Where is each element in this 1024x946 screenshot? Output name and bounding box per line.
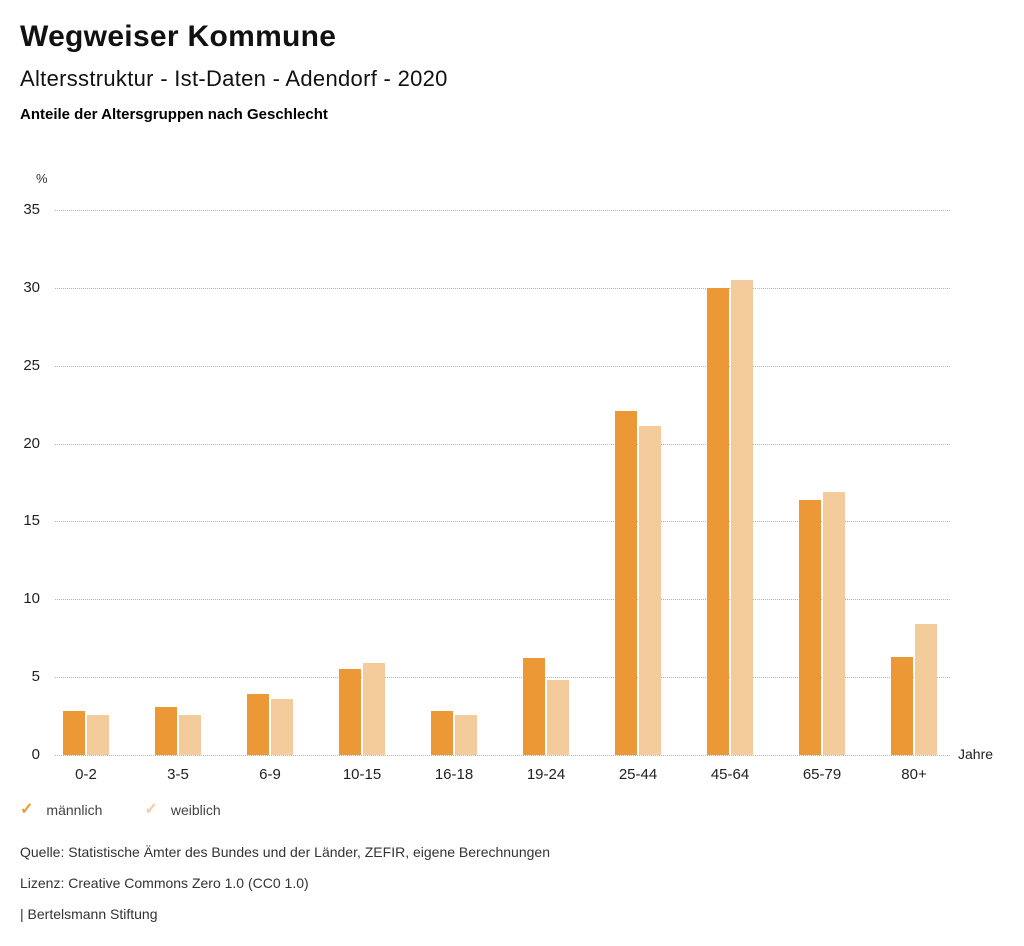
- y-tick-label: 0: [31, 746, 40, 763]
- bar-weiblich-3-5[interactable]: [179, 714, 201, 755]
- y-tick-label: 20: [23, 434, 40, 452]
- y-tick-label: 5: [31, 668, 40, 686]
- y-tick-label: 35: [23, 201, 40, 218]
- x-axis-label-80+: 80+: [901, 766, 927, 783]
- legend-item-weiblich[interactable]: ✓ weiblich: [144, 801, 221, 819]
- y-axis-unit-label: %: [36, 171, 48, 186]
- bar-weiblich-16-18[interactable]: [455, 714, 477, 755]
- bar-männlich-6-9[interactable]: [247, 694, 269, 755]
- gridline: [55, 599, 950, 601]
- chart-subtitle: Altersstruktur - Ist-Daten - Adendorf - …: [20, 66, 448, 91]
- bar-männlich-19-24[interactable]: [523, 658, 545, 755]
- bar-männlich-80+[interactable]: [891, 656, 913, 755]
- gridline: [55, 365, 950, 367]
- bar-weiblich-65-79[interactable]: [823, 491, 845, 755]
- gridline: [55, 677, 950, 679]
- attribution-text: | Bertelsmann Stiftung: [20, 906, 158, 922]
- bar-männlich-65-79[interactable]: [799, 499, 821, 755]
- license-text: Lizenz: Creative Commons Zero 1.0 (CC0 1…: [20, 875, 309, 891]
- bar-weiblich-80+[interactable]: [915, 624, 937, 755]
- legend: ✓ männlich ✓ weiblich: [20, 801, 263, 819]
- gridline: [55, 443, 950, 445]
- x-axis-label-65-79: 65-79: [802, 766, 842, 783]
- bar-weiblich-19-24[interactable]: [547, 680, 569, 755]
- gridline: [55, 210, 950, 211]
- x-axis-unit-label: Jahre: [958, 746, 994, 762]
- legend-item-maennlich[interactable]: ✓ männlich: [20, 801, 103, 819]
- x-axis-label-25-44: 25-44: [618, 766, 658, 783]
- y-tick-label: 15: [23, 512, 40, 530]
- bar-männlich-45-64[interactable]: [707, 287, 729, 755]
- x-axis-label-3-5: 3-5: [167, 766, 189, 783]
- bar-weiblich-0-2[interactable]: [87, 714, 109, 755]
- bar-weiblich-25-44[interactable]: [639, 426, 661, 755]
- x-axis-label-16-18: 16-18: [434, 766, 474, 783]
- x-axis-label-10-15: 10-15: [342, 766, 382, 783]
- x-axis-label-6-9: 6-9: [259, 766, 281, 783]
- legend-label-weiblich: weiblich: [170, 802, 221, 818]
- legend-label-maennlich: männlich: [46, 802, 103, 818]
- source-text: Quelle: Statistische Ämter des Bundes un…: [20, 844, 550, 860]
- x-axis-label-45-64: 45-64: [710, 766, 750, 783]
- gridline: [55, 521, 950, 523]
- x-axis-label-0-2: 0-2: [75, 766, 97, 783]
- bar-männlich-10-15[interactable]: [339, 669, 361, 755]
- bar-weiblich-10-15[interactable]: [363, 663, 385, 755]
- bar-männlich-0-2[interactable]: [63, 711, 85, 755]
- x-axis-label-19-24: 19-24: [526, 766, 566, 783]
- bar-männlich-16-18[interactable]: [431, 711, 453, 755]
- bar-männlich-3-5[interactable]: [155, 706, 177, 755]
- page-title: Wegweiser Kommune: [20, 20, 337, 53]
- bar-männlich-25-44[interactable]: [615, 410, 637, 755]
- check-icon: ✓: [144, 801, 158, 818]
- y-tick-label: 30: [23, 278, 40, 296]
- bar-weiblich-45-64[interactable]: [731, 280, 753, 755]
- y-tick-label: 10: [23, 590, 40, 608]
- y-tick-label: 25: [23, 356, 40, 374]
- gridline: [55, 287, 950, 289]
- chart-description: Anteile der Altersgruppen nach Geschlech…: [20, 106, 328, 123]
- bar-weiblich-6-9[interactable]: [271, 698, 293, 755]
- check-icon: ✓: [20, 801, 34, 818]
- gridline: [55, 755, 950, 756]
